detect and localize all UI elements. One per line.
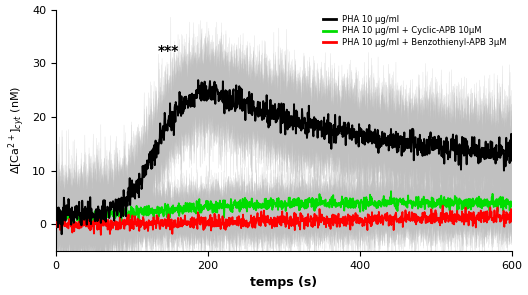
X-axis label: temps (s): temps (s) [250,276,317,289]
Text: ***: *** [158,44,179,58]
Legend: PHA 10 μg/ml, PHA 10 μg/ml + Cyclic-APB 10μM, PHA 10 μg/ml + Benzothienyl-APB 3μ: PHA 10 μg/ml, PHA 10 μg/ml + Cyclic-APB … [320,11,510,51]
Y-axis label: $\Delta$[Ca$^{2+}$]$_{cyt}$ (nM): $\Delta$[Ca$^{2+}$]$_{cyt}$ (nM) [6,86,26,174]
